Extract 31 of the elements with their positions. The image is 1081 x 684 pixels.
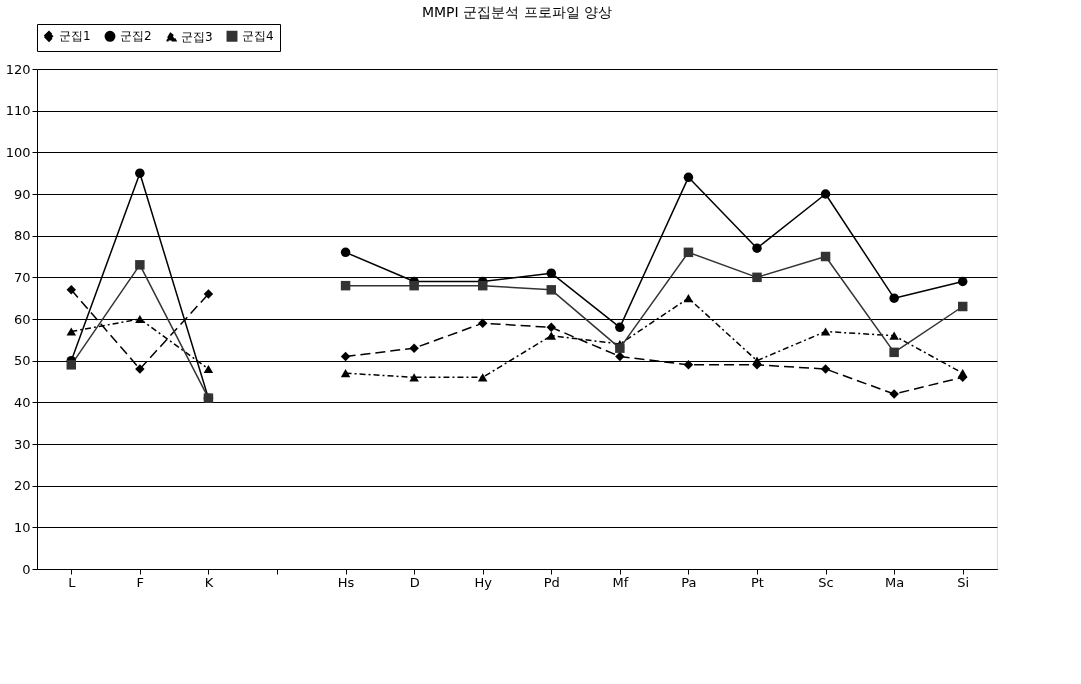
y-tick-label: 50	[13, 353, 31, 369]
x-tick-label: D	[409, 574, 420, 590]
y-tick-label: 120	[5, 61, 31, 77]
legend-label: 군집1	[59, 29, 91, 44]
y-tick-label: 100	[5, 144, 31, 160]
y-tick-label: 80	[13, 228, 31, 244]
x-tick-label: Hs	[337, 574, 355, 590]
chart-title: MMPI 군집분석 프로파일 양상	[421, 3, 613, 20]
y-tick-label: 40	[13, 394, 31, 410]
y-tick-label: 110	[5, 103, 31, 119]
x-tick-label: Si	[957, 574, 970, 590]
y-tick-label: 70	[13, 269, 31, 285]
x-tick-label: Hy	[474, 574, 493, 590]
x-tick-label: Pt	[751, 574, 764, 590]
x-tick-label: Pa	[681, 574, 697, 590]
legend-label: 군집4	[242, 29, 274, 44]
y-tick-label: 20	[13, 478, 31, 494]
y-tick-label: 60	[13, 311, 31, 327]
y-tick-label: 10	[13, 519, 31, 535]
legend-label: 군집3	[181, 29, 213, 44]
y-tick-label: 0	[22, 561, 31, 577]
y-tick-label: 90	[13, 186, 31, 202]
x-tick-label: Ma	[885, 574, 905, 590]
x-tick-label: K	[204, 574, 214, 590]
x-tick-label: F	[136, 574, 145, 590]
y-tick-label: 30	[13, 436, 31, 452]
x-tick-label: Mf	[612, 574, 629, 590]
x-tick-label: Pd	[543, 574, 560, 590]
x-tick-label: Sc	[818, 574, 834, 590]
x-tick-label: L	[68, 574, 77, 590]
legend-label: 군집2	[120, 29, 152, 44]
